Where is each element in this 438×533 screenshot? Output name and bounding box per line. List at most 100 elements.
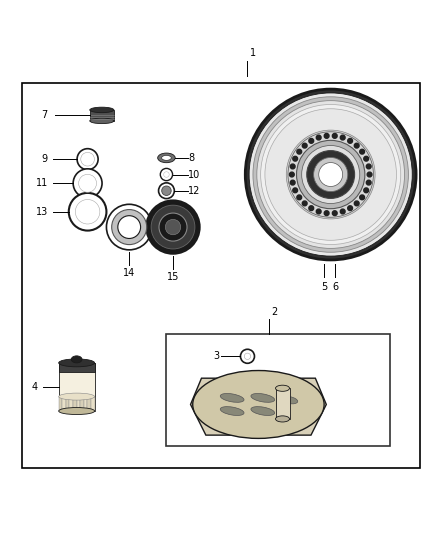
Bar — [73, 397, 77, 411]
Circle shape — [165, 220, 181, 235]
Circle shape — [118, 216, 141, 238]
Circle shape — [77, 149, 98, 169]
Circle shape — [244, 353, 251, 359]
Bar — [77, 397, 80, 411]
Circle shape — [69, 193, 106, 231]
Text: 3: 3 — [214, 351, 220, 361]
Bar — [66, 397, 70, 411]
Ellipse shape — [220, 393, 244, 402]
Bar — [59, 363, 95, 411]
Circle shape — [314, 157, 348, 191]
Text: 1: 1 — [250, 49, 256, 59]
Circle shape — [112, 209, 147, 245]
Circle shape — [106, 204, 152, 250]
Text: 6: 6 — [332, 282, 338, 292]
Circle shape — [332, 133, 337, 138]
Circle shape — [360, 149, 364, 154]
Circle shape — [162, 186, 171, 196]
Circle shape — [307, 151, 355, 198]
Bar — [59, 397, 62, 411]
Circle shape — [261, 104, 401, 245]
Circle shape — [240, 349, 254, 364]
Circle shape — [340, 135, 345, 140]
Circle shape — [290, 172, 294, 177]
Bar — [80, 397, 84, 411]
Bar — [88, 397, 91, 411]
Ellipse shape — [59, 393, 95, 400]
Ellipse shape — [220, 407, 244, 415]
Circle shape — [297, 149, 302, 154]
Circle shape — [249, 93, 412, 256]
Ellipse shape — [162, 156, 171, 160]
Bar — [22, 83, 420, 468]
Ellipse shape — [251, 407, 275, 415]
Bar — [62, 397, 66, 411]
Text: 5: 5 — [321, 282, 327, 292]
Circle shape — [309, 139, 314, 143]
Ellipse shape — [71, 356, 82, 363]
Text: 7: 7 — [42, 110, 48, 120]
Circle shape — [288, 132, 373, 217]
Circle shape — [253, 97, 408, 252]
Circle shape — [316, 209, 321, 214]
Text: 14: 14 — [123, 268, 135, 278]
Circle shape — [302, 146, 360, 204]
Circle shape — [319, 163, 343, 187]
Circle shape — [245, 89, 416, 260]
Circle shape — [364, 188, 369, 193]
Polygon shape — [191, 378, 326, 435]
Bar — [276, 388, 290, 419]
Circle shape — [302, 143, 307, 148]
Text: 11: 11 — [36, 178, 48, 188]
Text: 10: 10 — [188, 169, 201, 180]
Circle shape — [366, 164, 371, 169]
Text: 2: 2 — [271, 307, 277, 317]
Circle shape — [75, 199, 100, 224]
Circle shape — [367, 172, 372, 177]
Text: 9: 9 — [42, 154, 48, 164]
Text: 4: 4 — [32, 382, 38, 392]
Ellipse shape — [276, 385, 290, 391]
Circle shape — [324, 133, 329, 138]
Circle shape — [164, 172, 169, 177]
Circle shape — [147, 201, 199, 253]
Circle shape — [286, 130, 375, 219]
Ellipse shape — [90, 118, 114, 124]
Circle shape — [81, 152, 95, 166]
Bar — [70, 397, 73, 411]
Circle shape — [354, 201, 359, 206]
Ellipse shape — [276, 416, 290, 422]
Ellipse shape — [193, 370, 324, 439]
Circle shape — [360, 195, 364, 200]
Circle shape — [340, 209, 345, 214]
Circle shape — [265, 109, 396, 240]
Circle shape — [364, 156, 369, 161]
Text: 12: 12 — [188, 185, 201, 196]
Ellipse shape — [59, 408, 95, 415]
Circle shape — [79, 174, 96, 192]
Circle shape — [297, 195, 302, 200]
Circle shape — [293, 156, 297, 161]
Text: 15: 15 — [167, 272, 179, 282]
Bar — [166, 334, 390, 446]
Circle shape — [366, 180, 371, 185]
Circle shape — [290, 164, 295, 169]
Circle shape — [151, 205, 195, 249]
Circle shape — [160, 168, 173, 181]
Circle shape — [297, 140, 365, 209]
Circle shape — [324, 211, 329, 215]
Circle shape — [309, 206, 314, 211]
Circle shape — [316, 135, 321, 140]
Ellipse shape — [158, 153, 175, 163]
Circle shape — [293, 188, 297, 193]
Circle shape — [302, 201, 307, 206]
Bar — [59, 363, 95, 373]
Ellipse shape — [280, 397, 298, 404]
Ellipse shape — [251, 393, 275, 402]
Bar — [84, 397, 88, 411]
Circle shape — [159, 183, 174, 199]
Text: 8: 8 — [188, 153, 194, 163]
Bar — [90, 110, 114, 121]
Bar — [91, 397, 95, 411]
Circle shape — [257, 101, 405, 248]
